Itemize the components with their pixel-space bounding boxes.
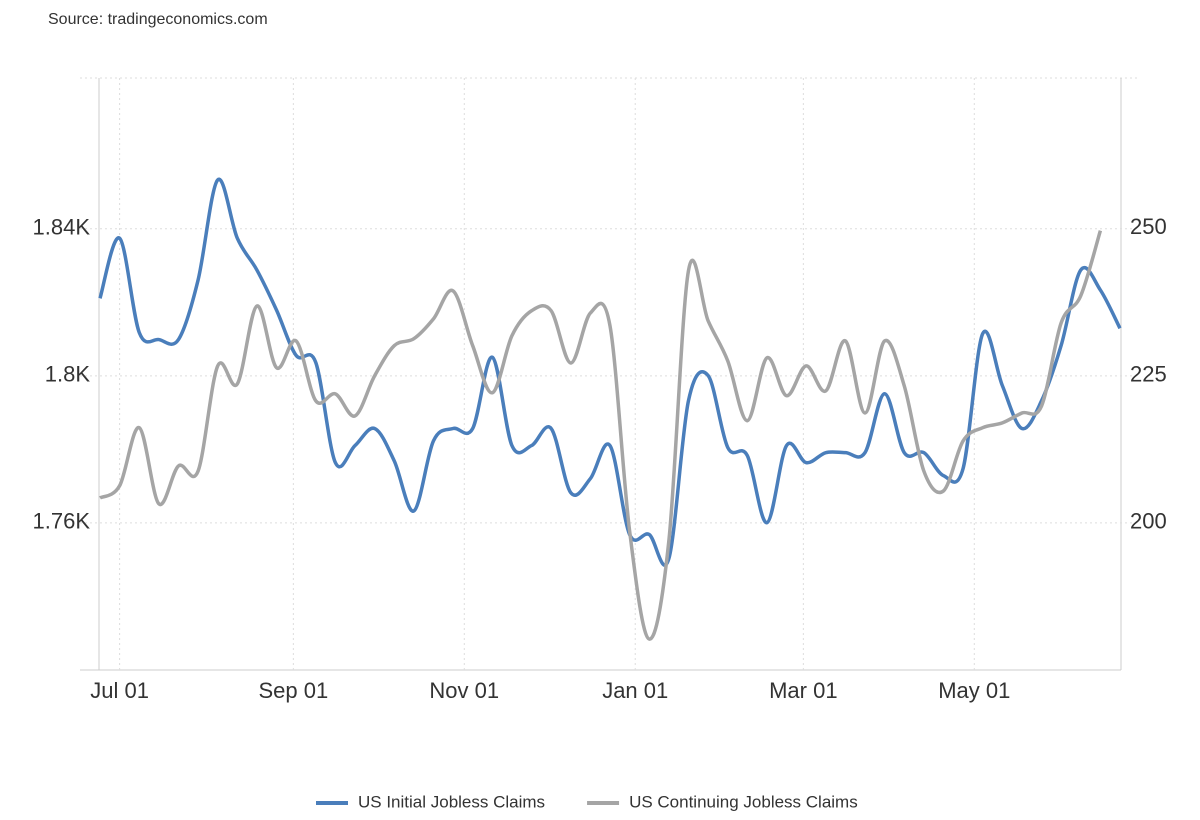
- y2-tick-label: 225: [1130, 361, 1167, 386]
- y-tick-label: 1.84K: [33, 215, 91, 240]
- series-line: [98, 177, 1122, 567]
- x-tick-label: Jan 01: [602, 678, 668, 703]
- y2-tick-label: 200: [1130, 509, 1167, 534]
- y2-tick-label: 250: [1130, 214, 1167, 239]
- legend-label: US Initial Jobless Claims: [358, 792, 545, 811]
- source: Source: tradingeconomics.com: [48, 11, 268, 28]
- x-tick-label: Sep 01: [258, 678, 328, 703]
- x-tick-label: May 01: [938, 678, 1010, 703]
- y-tick-label: 1.8K: [45, 362, 91, 387]
- legend-label: US Continuing Jobless Claims: [629, 792, 858, 811]
- series-line: [99, 230, 1103, 641]
- x-tick-label: Mar 01: [769, 678, 837, 703]
- x-tick-label: Nov 01: [429, 678, 499, 703]
- x-tick-label: Jul 01: [90, 678, 149, 703]
- y-tick-label: 1.76K: [33, 509, 91, 534]
